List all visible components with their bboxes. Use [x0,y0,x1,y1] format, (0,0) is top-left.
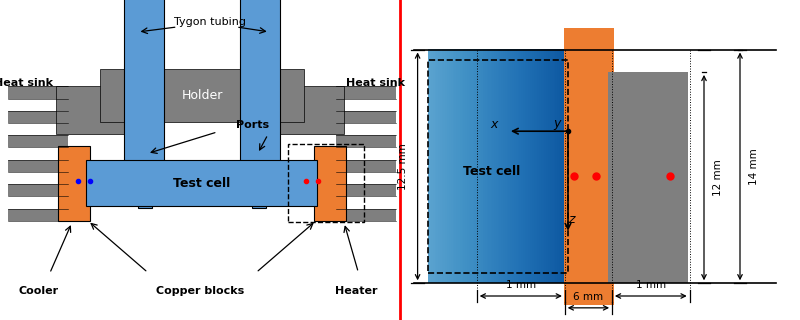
Bar [8,111,68,123]
Text: Test cell: Test cell [463,165,521,178]
Bar [100,69,304,122]
Bar [336,160,396,172]
Text: Tygon tubing: Tygon tubing [174,17,246,28]
Bar [86,160,317,206]
Bar [336,209,396,221]
Text: 12 mm: 12 mm [714,159,723,196]
Text: 14 mm: 14 mm [750,148,759,185]
Text: x: x [490,118,498,131]
Bar [336,111,396,123]
Bar [336,86,396,99]
Text: Copper blocks: Copper blocks [156,286,244,296]
Text: 1 mm: 1 mm [636,280,666,290]
Bar [564,28,614,305]
Text: Heater: Heater [334,286,378,296]
Text: z: z [568,212,574,226]
Bar [58,146,90,221]
Bar [8,135,68,148]
Text: 6 mm: 6 mm [574,292,603,302]
Bar [138,176,152,208]
Bar [252,86,344,134]
Bar [428,60,568,273]
Text: Cooler: Cooler [18,286,58,296]
Bar [8,160,68,172]
Bar [608,72,688,283]
Text: 1 mm: 1 mm [506,280,536,290]
Bar [124,0,164,182]
Bar [8,209,68,221]
Bar [288,144,364,222]
Bar [8,86,68,99]
Text: Holder: Holder [182,89,222,102]
Text: Heat sink: Heat sink [346,78,406,88]
Text: Test cell: Test cell [173,177,230,190]
Bar [252,176,266,208]
Bar [314,146,346,221]
Text: Ports: Ports [236,120,269,130]
Bar [240,0,280,182]
Bar [8,184,68,196]
Bar [56,86,148,134]
Text: y: y [553,117,561,130]
Text: 12.5 mm: 12.5 mm [398,143,408,190]
Bar [336,135,396,148]
Bar [336,184,396,196]
Text: Heat sink: Heat sink [0,78,54,88]
